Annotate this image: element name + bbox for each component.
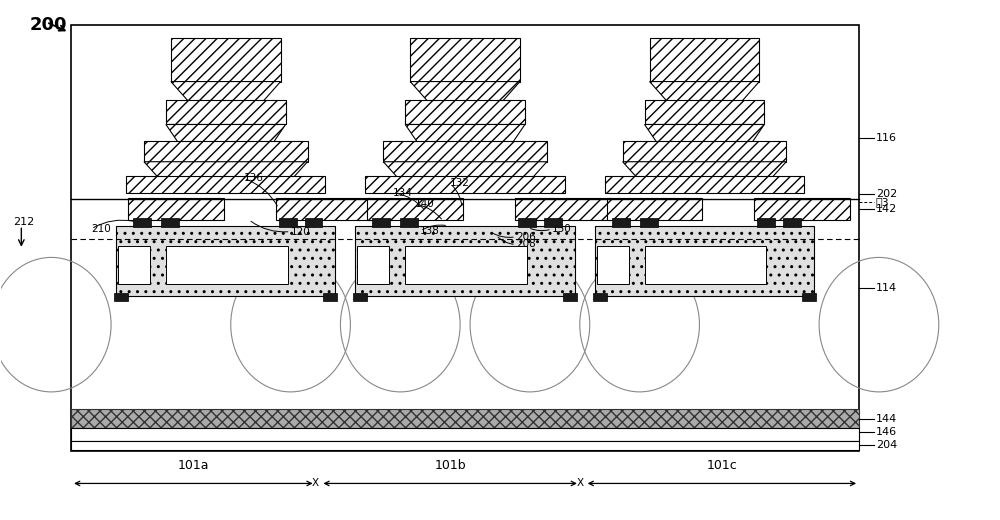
Text: 134: 134 bbox=[393, 188, 413, 198]
Text: 202: 202 bbox=[876, 189, 897, 199]
Bar bbox=[405, 245, 527, 284]
Bar bbox=[279, 218, 297, 227]
Bar bbox=[597, 245, 629, 284]
Text: 136: 136 bbox=[244, 173, 264, 183]
Bar bbox=[128, 198, 224, 219]
Bar bbox=[757, 218, 775, 227]
Polygon shape bbox=[144, 162, 308, 177]
Text: 116: 116 bbox=[876, 134, 897, 144]
Text: 204: 204 bbox=[876, 439, 897, 450]
Text: 200: 200 bbox=[29, 16, 67, 34]
Bar bbox=[166, 245, 288, 284]
Text: X: X bbox=[312, 478, 319, 488]
Bar bbox=[623, 141, 786, 162]
Polygon shape bbox=[405, 124, 525, 142]
Bar bbox=[783, 218, 801, 227]
Bar bbox=[116, 226, 335, 296]
Text: 140: 140 bbox=[415, 199, 435, 209]
Polygon shape bbox=[171, 82, 281, 101]
Text: 210: 210 bbox=[91, 224, 111, 234]
Text: 206: 206 bbox=[516, 232, 536, 242]
Text: X: X bbox=[576, 478, 583, 488]
Bar bbox=[650, 37, 759, 82]
Bar bbox=[166, 100, 286, 124]
Bar bbox=[276, 198, 371, 219]
Text: 142: 142 bbox=[876, 204, 897, 214]
Text: 101a: 101a bbox=[178, 459, 209, 472]
Polygon shape bbox=[645, 124, 764, 142]
Bar bbox=[544, 218, 562, 227]
Bar bbox=[144, 141, 308, 162]
Bar bbox=[410, 37, 520, 82]
Bar bbox=[607, 198, 702, 219]
Bar bbox=[518, 218, 536, 227]
Bar bbox=[161, 218, 179, 227]
Text: 图3: 图3 bbox=[876, 197, 890, 207]
Text: 146: 146 bbox=[876, 427, 897, 437]
Text: 101b: 101b bbox=[434, 459, 466, 472]
Bar bbox=[367, 198, 463, 219]
Bar bbox=[71, 440, 859, 450]
Bar bbox=[71, 409, 859, 428]
Bar bbox=[645, 100, 764, 124]
Bar bbox=[645, 245, 766, 284]
Bar bbox=[126, 176, 325, 193]
Polygon shape bbox=[650, 82, 759, 101]
Bar bbox=[612, 218, 630, 227]
Bar bbox=[605, 176, 804, 193]
Bar bbox=[357, 245, 389, 284]
Text: 212: 212 bbox=[13, 217, 35, 227]
Bar bbox=[405, 100, 525, 124]
Bar bbox=[640, 218, 658, 227]
Bar bbox=[365, 176, 565, 193]
Bar bbox=[133, 218, 151, 227]
Bar bbox=[355, 226, 575, 296]
Text: 114: 114 bbox=[876, 283, 897, 293]
Bar bbox=[563, 293, 577, 302]
Bar bbox=[305, 218, 322, 227]
Bar bbox=[171, 37, 281, 82]
Bar bbox=[515, 198, 611, 219]
Text: 101c: 101c bbox=[707, 459, 737, 472]
Text: 144: 144 bbox=[876, 414, 897, 424]
Text: 132: 132 bbox=[450, 178, 470, 188]
Bar bbox=[114, 293, 128, 302]
Bar bbox=[323, 293, 337, 302]
Polygon shape bbox=[383, 162, 547, 177]
Bar bbox=[71, 427, 859, 441]
Bar bbox=[383, 141, 547, 162]
Text: 150: 150 bbox=[552, 224, 572, 234]
Polygon shape bbox=[166, 124, 286, 142]
Bar bbox=[593, 293, 607, 302]
Bar bbox=[353, 293, 367, 302]
Bar bbox=[802, 293, 816, 302]
Bar bbox=[372, 218, 390, 227]
Bar bbox=[118, 245, 150, 284]
Polygon shape bbox=[410, 82, 520, 101]
Polygon shape bbox=[623, 162, 786, 177]
Bar bbox=[400, 218, 418, 227]
Bar bbox=[595, 226, 814, 296]
Bar bbox=[754, 198, 850, 219]
Text: 120: 120 bbox=[291, 227, 310, 237]
Text: 138: 138 bbox=[420, 226, 440, 236]
Bar bbox=[71, 24, 859, 451]
Text: 208: 208 bbox=[516, 240, 536, 250]
